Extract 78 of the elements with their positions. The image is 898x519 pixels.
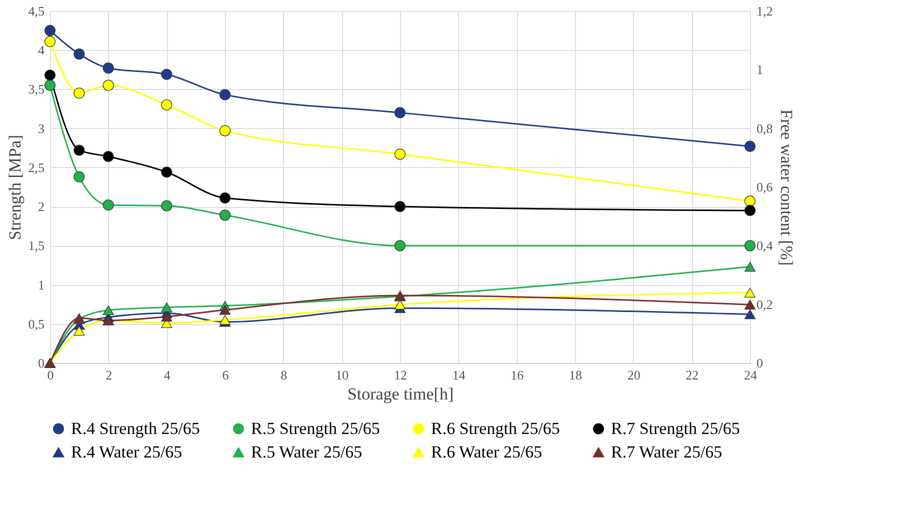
point xyxy=(161,302,172,312)
point xyxy=(74,144,85,156)
x-tick-label: 16 xyxy=(510,368,524,382)
point xyxy=(102,305,114,316)
point xyxy=(744,309,756,320)
x-tick-label: 6 xyxy=(222,368,230,382)
point xyxy=(219,125,231,136)
y2-tick-label: 0,2 xyxy=(756,296,773,312)
point xyxy=(744,262,756,272)
point xyxy=(394,240,406,252)
point xyxy=(394,148,406,160)
point xyxy=(74,326,85,336)
y-axis-title: Strength [MPa] xyxy=(5,134,24,240)
point xyxy=(394,107,406,118)
y2-tick-label: 0,4 xyxy=(756,238,774,254)
point xyxy=(219,192,231,204)
point xyxy=(744,140,756,152)
y2-axis-title: Free water content [%] xyxy=(776,109,796,266)
point xyxy=(161,200,172,212)
point xyxy=(74,88,85,99)
y-tick-label: 4,5 xyxy=(28,4,44,18)
y-tick-label: 4 xyxy=(38,42,45,58)
point xyxy=(44,36,56,48)
point xyxy=(219,210,231,221)
x-tick-label: 22 xyxy=(686,368,699,382)
x-tick-label: 4 xyxy=(164,368,171,382)
y-tick-label: 1 xyxy=(38,277,44,292)
x-tick-label: 2 xyxy=(106,368,112,382)
point xyxy=(44,70,56,81)
legend-label: R.4 Water 25/65 xyxy=(71,442,182,462)
legend-label: R.6 Strength 25/65 xyxy=(431,418,560,438)
point xyxy=(744,196,756,207)
x-tick-label: 24 xyxy=(744,368,758,382)
legend-label: R.6 Water 25/65 xyxy=(431,442,542,462)
y-tick-label: 3,5 xyxy=(28,82,44,97)
point xyxy=(744,300,756,310)
point xyxy=(219,305,231,315)
point xyxy=(102,150,114,162)
point xyxy=(744,240,756,252)
legend-label: R.5 Strength 25/65 xyxy=(251,418,380,438)
x-tick-label: 8 xyxy=(280,368,288,382)
legend-label: R.5 Water 25/65 xyxy=(251,442,362,462)
point xyxy=(44,80,56,91)
point xyxy=(394,201,406,212)
legend-label: R.7 Strength 25/65 xyxy=(611,418,740,438)
x-tick-label: 10 xyxy=(336,368,349,382)
y2-tick-label: 1,2 xyxy=(756,4,773,18)
point xyxy=(744,204,756,216)
point xyxy=(219,89,231,100)
point xyxy=(161,166,172,178)
y-tick-label: 0,5 xyxy=(28,316,44,332)
y-tick-label: 2 xyxy=(38,199,44,214)
y-tick-label: 0 xyxy=(38,356,44,370)
x-tick-label: 12 xyxy=(394,368,407,382)
legend-label: R.4 Strength 25/65 xyxy=(71,418,200,438)
y2-tick-label: 0 xyxy=(756,356,763,370)
x-tick-label: 20 xyxy=(627,368,640,382)
y-tick-label: 3 xyxy=(38,120,44,136)
point xyxy=(161,99,172,110)
point xyxy=(102,62,114,74)
legend-label: R.7 Water 25/65 xyxy=(611,442,722,462)
y-tick-label: 1,5 xyxy=(28,238,44,254)
point xyxy=(394,300,406,310)
x-tick-label: 18 xyxy=(569,368,582,382)
x-axis-title: Storage time[h] xyxy=(347,384,454,404)
point xyxy=(74,171,85,182)
point xyxy=(102,80,114,91)
point xyxy=(161,312,172,322)
y2-tick-label: 0,6 xyxy=(756,180,774,194)
y-tick-label: 2,5 xyxy=(28,160,44,175)
point xyxy=(102,199,114,211)
point xyxy=(161,68,172,80)
y2-tick-label: 1 xyxy=(756,62,763,78)
point xyxy=(74,48,85,60)
point xyxy=(44,25,56,36)
x-tick-label: 14 xyxy=(452,368,466,382)
y2-tick-label: 0,8 xyxy=(756,120,773,136)
point xyxy=(744,288,756,298)
